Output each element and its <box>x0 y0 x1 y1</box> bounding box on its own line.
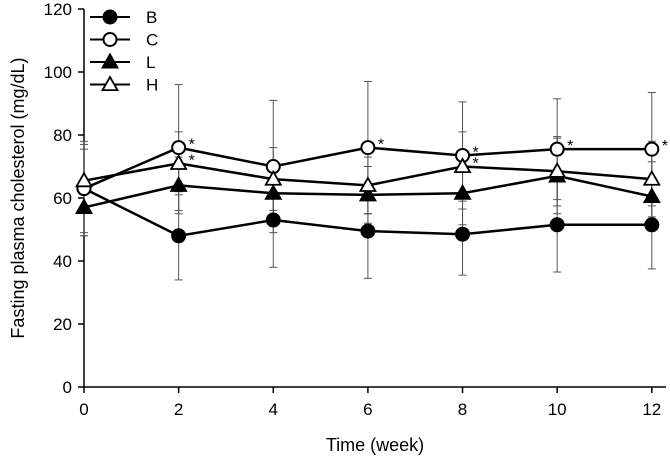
significance-star-h: * <box>189 152 195 169</box>
y-tick-label: 60 <box>53 189 72 208</box>
y-ticks: 0 20 40 60 80 100 120 <box>44 0 84 397</box>
point-l <box>74 198 94 214</box>
point-h <box>453 157 472 174</box>
point-c <box>171 140 187 156</box>
legend-marker-b <box>102 9 118 25</box>
significance-star-c: * <box>189 137 195 154</box>
point-h <box>642 169 661 186</box>
point-h <box>264 169 283 186</box>
x-tick-label: 6 <box>363 400 372 419</box>
y-axis-title: Fasting plasma cholesterol (mg/dL) <box>8 57 28 338</box>
x-tick-label: 8 <box>458 400 467 419</box>
legend-label-l: L <box>146 53 155 72</box>
x-tick-label: 0 <box>79 400 88 419</box>
point-b <box>644 217 660 233</box>
point-h <box>74 171 94 188</box>
legend-marker-l <box>100 52 120 69</box>
y-tick-label: 40 <box>53 252 72 271</box>
point-b <box>455 226 471 242</box>
significance-markers: * * * * ** * <box>189 137 668 173</box>
x-ticks: 0 2 4 6 8 10 12 <box>79 387 661 419</box>
y-tick-label: 120 <box>44 0 72 19</box>
legend-marker-h <box>100 75 120 92</box>
point-h <box>358 176 377 192</box>
significance-star-c: * <box>378 137 384 154</box>
series-markers <box>74 140 661 244</box>
point-l <box>453 183 472 200</box>
significance-star-c: * <box>567 138 573 155</box>
legend-label-c: C <box>146 31 158 50</box>
point-h <box>548 161 567 178</box>
point-b <box>265 212 281 228</box>
significance-star-h: * <box>473 156 479 173</box>
point-b <box>171 228 187 244</box>
point-l <box>264 183 283 200</box>
point-l <box>169 176 188 192</box>
significance-star-c: * <box>473 144 479 161</box>
significance-star-c: * <box>662 138 668 155</box>
x-tick-label: 2 <box>174 400 183 419</box>
point-l <box>642 187 661 203</box>
y-tick-label: 20 <box>53 315 72 334</box>
point-c <box>549 141 565 157</box>
x-tick-label: 10 <box>548 400 567 419</box>
y-tick-label: 80 <box>53 126 72 145</box>
point-c <box>644 141 660 157</box>
point-c <box>360 140 376 156</box>
legend-label-h: H <box>146 76 158 95</box>
y-tick-label: 100 <box>44 63 72 82</box>
legend-label-b: B <box>146 8 157 27</box>
x-tick-label: 12 <box>642 400 661 419</box>
point-b <box>549 217 565 233</box>
x-axis-title: Time (week) <box>326 435 424 455</box>
legend-marker-c <box>102 32 118 47</box>
x-tick-label: 4 <box>269 400 278 419</box>
point-l <box>358 185 377 202</box>
point-b <box>360 223 376 239</box>
y-tick-label: 0 <box>63 378 72 397</box>
point-h <box>169 154 188 170</box>
